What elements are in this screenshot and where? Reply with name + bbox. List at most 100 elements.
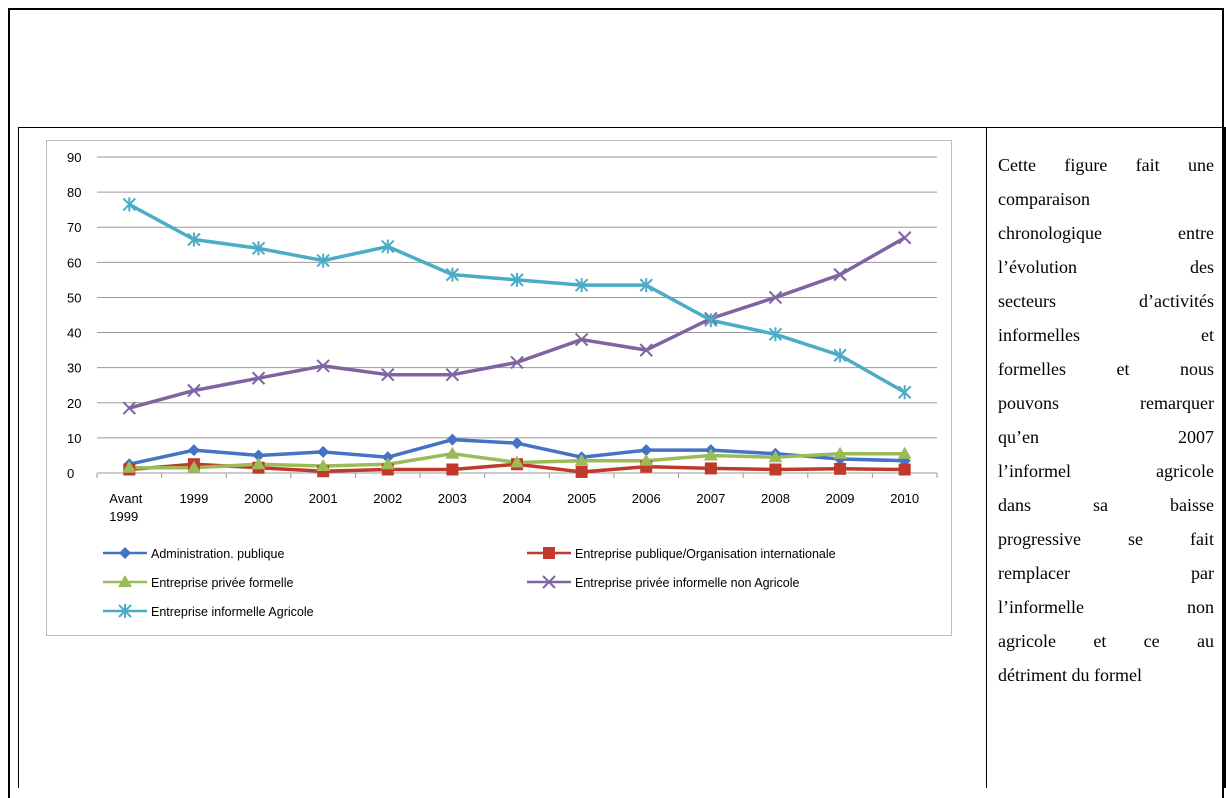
data-point (574, 332, 589, 347)
data-point (768, 327, 783, 342)
legend-label: Entreprise informelle Agricole (151, 605, 314, 619)
data-point (575, 465, 588, 478)
data-point (187, 444, 200, 457)
description-line: l’informelle non (998, 597, 1214, 617)
x-tick-label: 1999 (179, 491, 208, 506)
data-point (639, 343, 653, 357)
legend-label: Entreprise privée formelle (151, 576, 293, 590)
data-point (897, 385, 912, 400)
legend-label: Entreprise privée informelle non Agricol… (575, 576, 799, 590)
y-tick-label: 30 (67, 361, 81, 376)
description-line: l’évolution des (998, 257, 1214, 277)
description-line: chronologique entre (998, 223, 1214, 243)
description-line: comparaison (998, 189, 1090, 209)
data-point (445, 267, 460, 282)
legend-label: Entreprise publique/Organisation interna… (575, 547, 836, 561)
data-point (833, 446, 848, 459)
data-point (445, 446, 460, 459)
description-line: secteurs d’activités (998, 291, 1214, 311)
data-point (704, 313, 718, 328)
data-point (510, 455, 524, 468)
data-point (187, 232, 201, 247)
legend-marker (543, 547, 555, 559)
series-line (128, 236, 906, 410)
x-tick-label: 2002 (373, 491, 402, 506)
description-line: progressive se fait (998, 529, 1214, 549)
data-point (897, 446, 912, 459)
data-point (381, 239, 395, 254)
description-line: formelles et nous (998, 359, 1214, 379)
x-tick-label: 2009 (826, 491, 855, 506)
data-point (833, 348, 847, 363)
data-point (769, 463, 782, 476)
description-line: Cette figure fait une (998, 155, 1214, 175)
x-tick-label: 2004 (503, 491, 532, 506)
legend-marker (118, 575, 132, 587)
description-line: détriment du formel (998, 665, 1142, 685)
x-tick-label: 2003 (438, 491, 467, 506)
data-point (640, 444, 653, 457)
description-line: agricole et ce au (998, 631, 1214, 651)
description-line: l’informel agricole (998, 461, 1214, 481)
data-point (446, 433, 459, 446)
chart-description: Cette figure fait une comparaison chrono… (998, 148, 1214, 692)
x-tick-label: 2001 (309, 491, 338, 506)
data-point (316, 359, 330, 373)
y-tick-label: 0 (67, 466, 74, 481)
data-point (639, 453, 654, 466)
data-point (186, 460, 201, 473)
data-point (897, 231, 912, 245)
y-tick-label: 50 (67, 290, 81, 305)
legend-marker (118, 604, 132, 618)
y-tick-label: 40 (67, 326, 81, 341)
legend-label: Administration. publique (151, 547, 284, 561)
x-tick-label: 2006 (632, 491, 661, 506)
y-tick-label: 10 (67, 431, 81, 446)
description-line: dans sa baisse (998, 495, 1214, 515)
legend-marker (119, 547, 131, 559)
description-line: pouvons remarquer (998, 393, 1214, 413)
table-right-border (1224, 127, 1226, 788)
x-tick-label: 2000 (244, 491, 273, 506)
x-tick-label: 2007 (696, 491, 725, 506)
data-point (445, 367, 460, 382)
table-frame (18, 127, 1226, 788)
data-point (187, 383, 201, 398)
data-point (768, 290, 783, 305)
x-tick-label: 2005 (567, 491, 596, 506)
data-point (833, 267, 847, 282)
chart-svg: 0 10 20 30 40 50 60 70 80 90 Avant 1999 1999 2000 2001… (67, 150, 938, 619)
data-point (511, 437, 523, 450)
x-tick-label: 2010 (890, 491, 919, 506)
y-tick-label: 80 (67, 185, 81, 200)
x-tick-label: Avant 1999 (109, 491, 142, 524)
data-point (122, 460, 137, 473)
data-point (251, 241, 266, 256)
legend-marker (542, 575, 556, 589)
data-point (574, 278, 589, 293)
data-point (381, 367, 395, 382)
table-column-divider (986, 127, 987, 788)
data-point (574, 453, 589, 466)
data-point (316, 458, 331, 471)
data-point (316, 253, 330, 268)
data-point (251, 371, 266, 385)
data-point (510, 272, 524, 287)
data-point (703, 448, 718, 461)
data-point (122, 197, 137, 212)
data-point (252, 449, 265, 462)
data-point (380, 457, 395, 470)
data-point (834, 462, 847, 475)
data-point (704, 462, 717, 475)
description-line: remplacer par (998, 563, 1214, 583)
data-point (898, 463, 911, 476)
document-frame (8, 8, 1224, 798)
x-tick-label: 2008 (761, 491, 790, 506)
description-line: informelles et (998, 325, 1214, 345)
data-point (768, 450, 783, 463)
data-point (639, 278, 653, 293)
description-line: qu’en 2007 (998, 427, 1214, 447)
data-point (317, 445, 330, 458)
y-tick-label: 60 (67, 255, 81, 270)
data-point (251, 457, 266, 470)
